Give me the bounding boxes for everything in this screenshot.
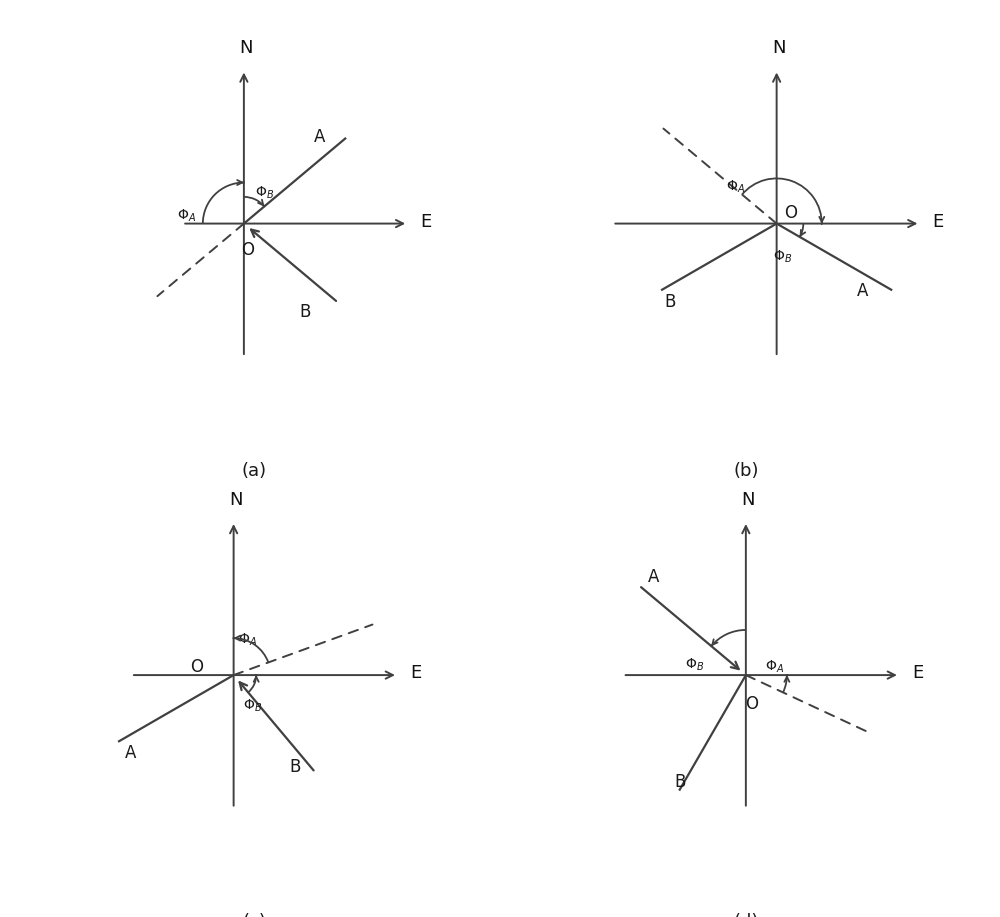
Text: $\Phi_B$: $\Phi_B$ xyxy=(685,657,704,673)
Text: E: E xyxy=(410,664,421,682)
Text: (c): (c) xyxy=(242,913,266,917)
Text: $\Phi_B$: $\Phi_B$ xyxy=(255,184,274,201)
Text: B: B xyxy=(674,773,686,790)
Text: B: B xyxy=(290,758,301,777)
Text: (d): (d) xyxy=(733,913,759,917)
Text: $\Phi_A$: $\Phi_A$ xyxy=(177,207,196,224)
Text: (b): (b) xyxy=(733,461,759,480)
Text: E: E xyxy=(420,213,432,230)
Text: O: O xyxy=(746,695,759,713)
Text: A: A xyxy=(648,568,659,586)
Text: N: N xyxy=(239,39,253,58)
Text: A: A xyxy=(314,128,326,147)
Text: O: O xyxy=(241,241,254,260)
Text: $\Phi_A$: $\Phi_A$ xyxy=(238,632,258,648)
Text: $\Phi_A$: $\Phi_A$ xyxy=(765,658,784,675)
Text: E: E xyxy=(912,664,923,682)
Text: O: O xyxy=(190,657,203,676)
Text: (a): (a) xyxy=(242,461,267,480)
Text: B: B xyxy=(664,293,676,311)
Text: $\Phi_B$: $\Phi_B$ xyxy=(243,698,262,714)
Text: B: B xyxy=(300,303,311,321)
Text: A: A xyxy=(125,744,137,762)
Text: N: N xyxy=(741,491,755,509)
Text: N: N xyxy=(229,491,242,509)
Text: E: E xyxy=(933,213,944,230)
Text: $\Phi_A$: $\Phi_A$ xyxy=(726,179,745,194)
Text: A: A xyxy=(857,282,869,300)
Text: N: N xyxy=(772,39,785,58)
Text: $\Phi_B$: $\Phi_B$ xyxy=(773,249,792,265)
Text: O: O xyxy=(785,204,798,222)
